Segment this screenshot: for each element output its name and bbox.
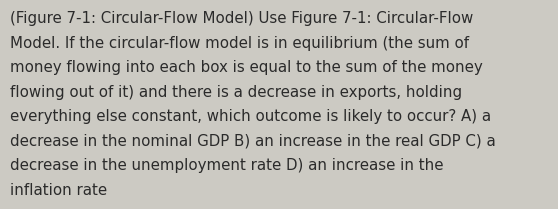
Text: decrease in the unemployment rate D) an increase in the: decrease in the unemployment rate D) an … [10,158,444,173]
Text: money flowing into each box is equal to the sum of the money: money flowing into each box is equal to … [10,60,483,75]
Text: everything else constant, which outcome is likely to occur? A) a: everything else constant, which outcome … [10,109,491,124]
Text: Model. If the circular-flow model is in equilibrium (the sum of: Model. If the circular-flow model is in … [10,36,469,51]
Text: inflation rate: inflation rate [10,183,107,198]
Text: decrease in the nominal GDP B) an increase in the real GDP C) a: decrease in the nominal GDP B) an increa… [10,134,496,149]
Text: flowing out of it) and there is a decrease in exports, holding: flowing out of it) and there is a decrea… [10,85,462,100]
Text: (Figure 7-1: Circular-Flow Model) Use Figure 7-1: Circular-Flow: (Figure 7-1: Circular-Flow Model) Use Fi… [10,11,473,27]
